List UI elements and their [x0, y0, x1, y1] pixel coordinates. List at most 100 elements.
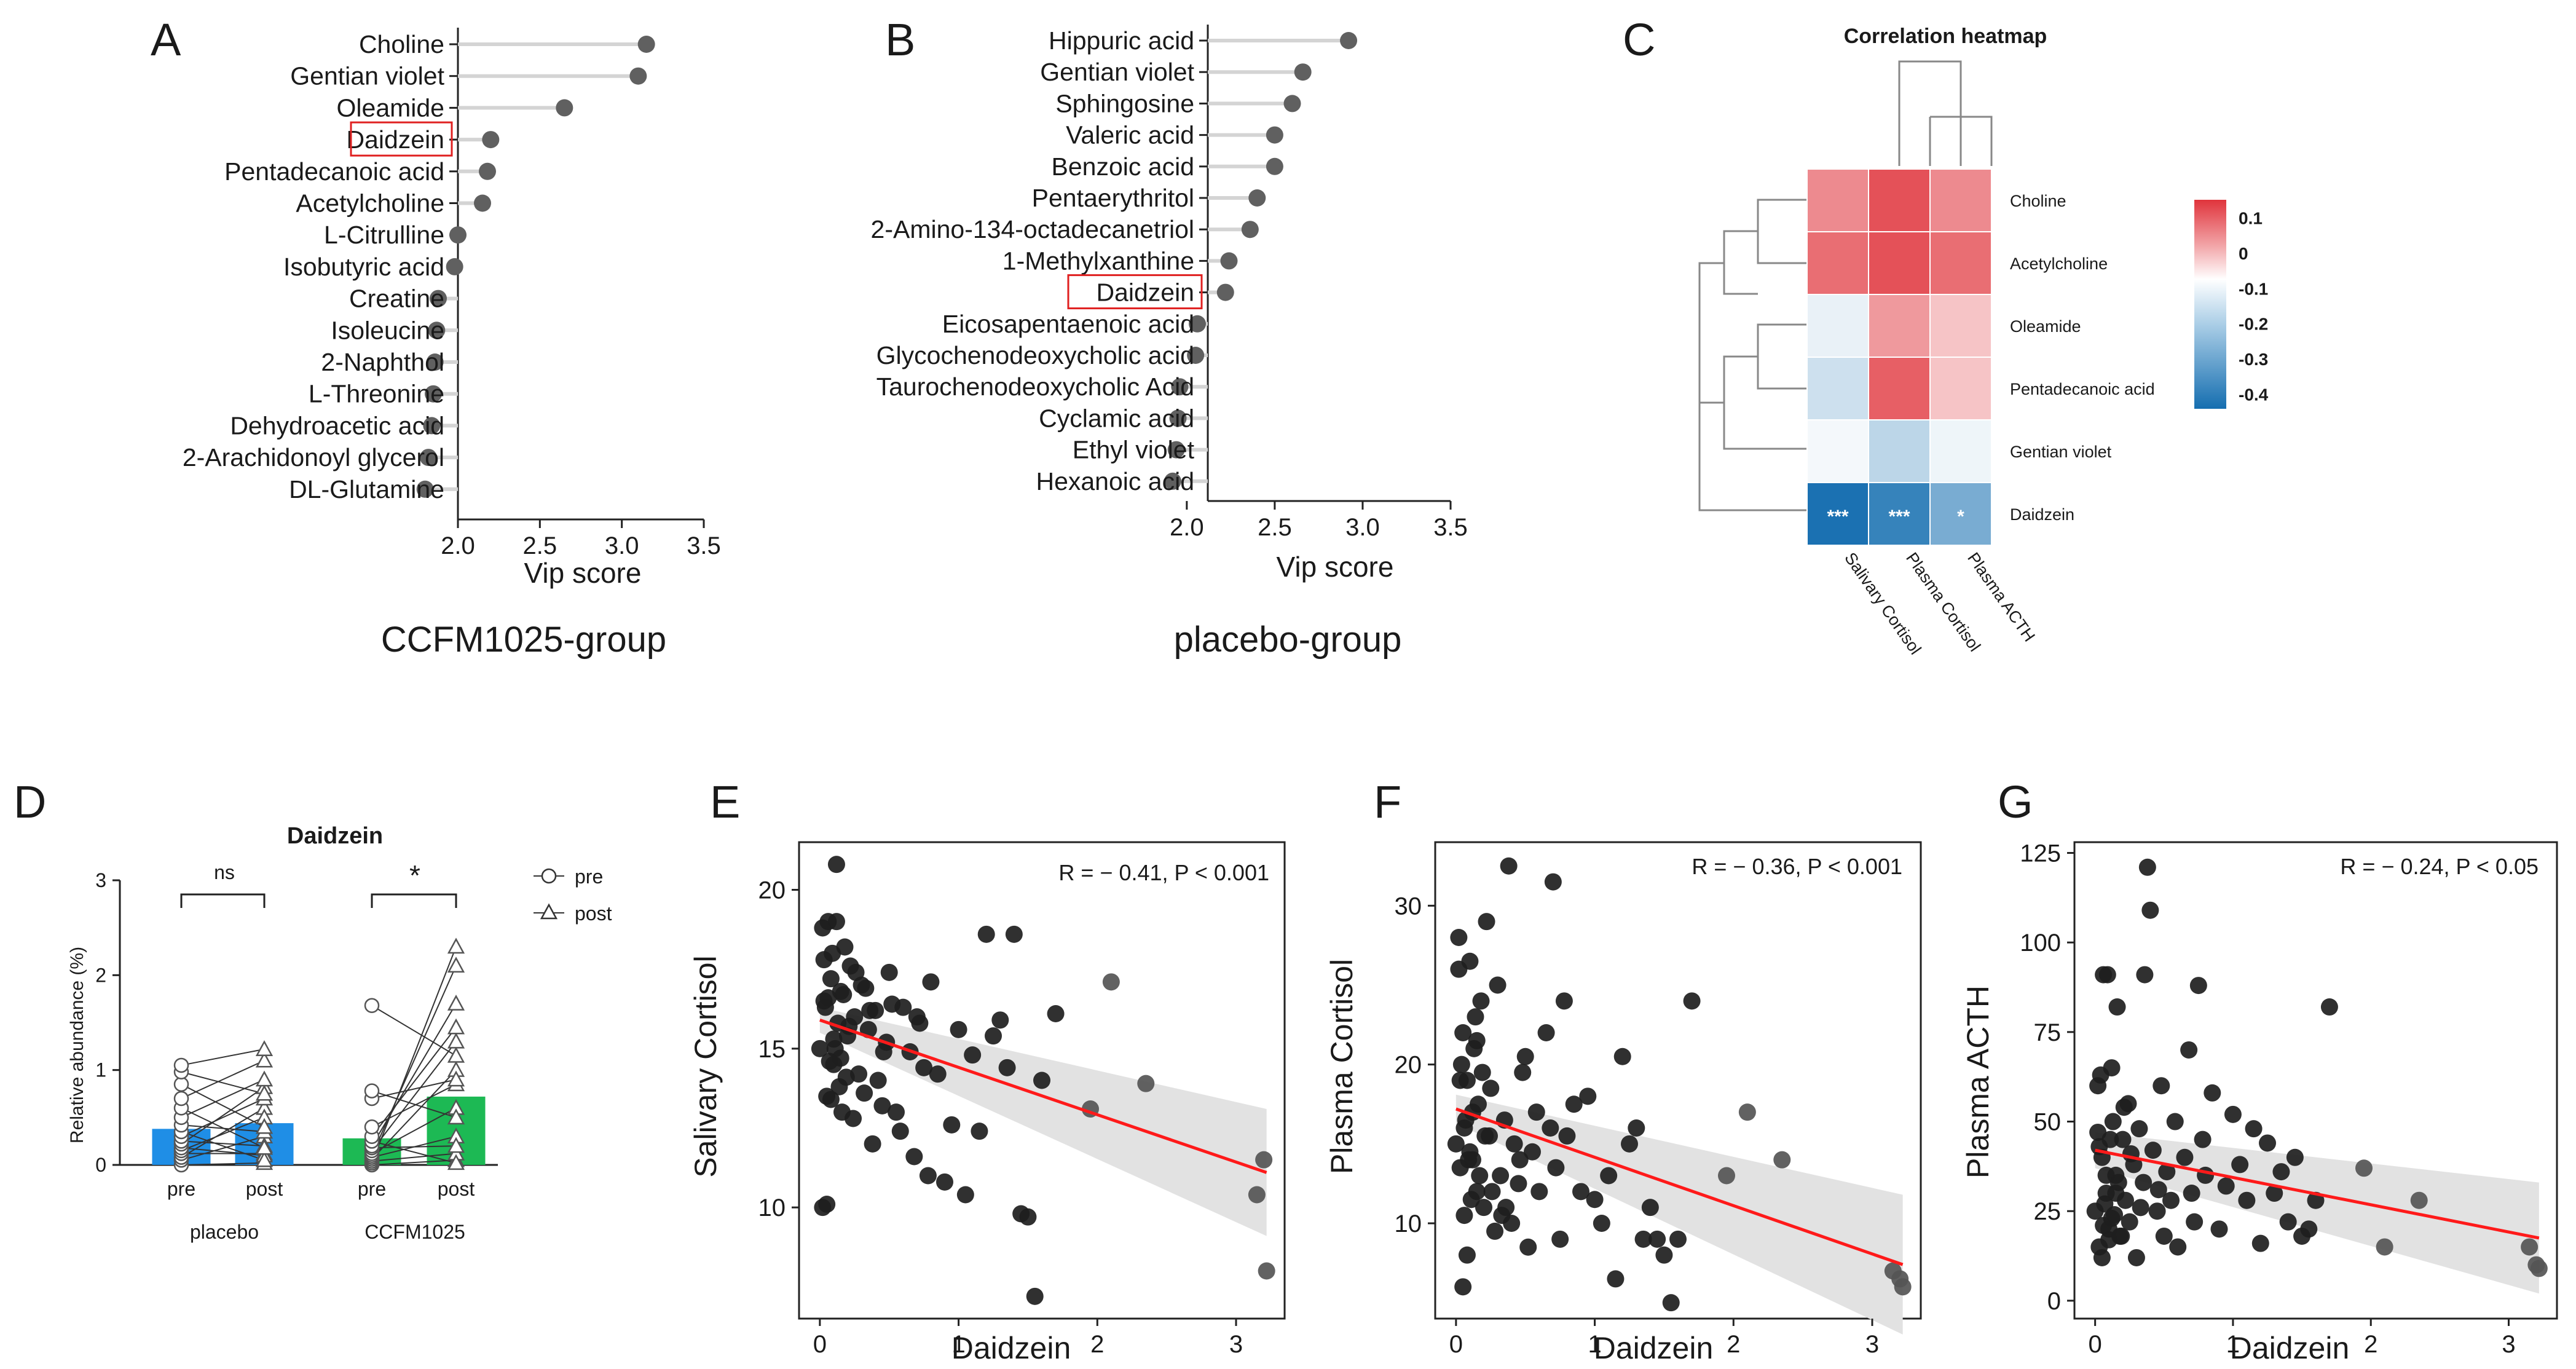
scatter-point	[1634, 1230, 1652, 1248]
metabolite-label-2-arachidonoyl-glycerol: 2-Arachidonoyl glycerol	[183, 443, 444, 471]
lollipop-dot-l-threonine	[425, 385, 442, 403]
paired-line-ccfm1025	[371, 1107, 457, 1154]
post-point-ccfm1025	[447, 937, 465, 954]
heatmap-row-label-oleamide: Oleamide	[2010, 317, 2081, 336]
scatter-point	[1489, 976, 1507, 994]
scatter-point	[2530, 1260, 2548, 1277]
group-label-placebo: placebo	[190, 1221, 259, 1243]
scatter-point	[880, 963, 898, 981]
scatter-point	[2217, 1177, 2235, 1195]
scatter-point	[991, 1011, 1009, 1029]
scatter-salivary-cortisol: R = − 0.41, P < 0.001 Daidzein Salivary …	[688, 841, 1286, 1365]
heatmap-title: Correlation heatmap	[1844, 25, 2047, 48]
lollipop-dot-benzoic-acid	[1266, 157, 1283, 175]
scatter-point	[2224, 1105, 2242, 1123]
scatter-point	[936, 1173, 953, 1191]
scatter-point	[1648, 1230, 1666, 1248]
vip-xlabel-a: Vip score	[524, 557, 642, 589]
heatmap-row-label-daidzein: Daidzein	[2010, 505, 2074, 524]
column-dendrogram	[1898, 60, 1993, 166]
daidzein-abundance-chart: Daidzein Relative abundance (%) placebo …	[67, 823, 612, 1243]
scatter-point	[847, 963, 865, 981]
lollipop-dot-glycochenodeoxycholic-acid	[1187, 347, 1205, 364]
scatter-point	[822, 1091, 840, 1108]
scatter-point	[2210, 1220, 2228, 1238]
metabolite-label-dehydroacetic-acid: Dehydroacetic acid	[230, 411, 444, 440]
y-tick-label-75: 75	[2034, 1019, 2062, 1046]
x-tick-label-1: 1	[1588, 1331, 1601, 1358]
heatmap-cell-pentadecanoic-acid-plasma-acth	[1929, 357, 1992, 420]
lollipop-dot-pentadecanoic-acid	[479, 162, 496, 180]
scatter-point	[1607, 1270, 1625, 1288]
scatter-plasma-acth: R = − 0.24, P < 0.05 Daidzein Plasma ACT…	[1961, 840, 2558, 1365]
paired-line-placebo	[181, 1147, 265, 1156]
scatter-point	[1519, 1238, 1537, 1256]
colorbar-tick-0-1: 0.1	[2239, 208, 2263, 227]
metabolite-label-2-amino-134-octadecanetriol: 2-Amino-134-octadecanetriol	[871, 215, 1194, 243]
x-tick-label-1: 1	[951, 1331, 965, 1358]
heatmap-cell-oleamide-salivary-cortisol	[1806, 294, 1869, 358]
scatter-point	[1641, 1199, 1659, 1217]
scatter-point	[964, 1046, 982, 1064]
scatter-point	[1524, 1143, 1541, 1161]
ylabel-e: Salivary Cortisol	[688, 955, 723, 1177]
paired-line-placebo	[181, 1060, 265, 1099]
lollipop-dot-acetylcholine	[474, 194, 491, 212]
heatmap-row-label-gentian-violet: Gentian violet	[2010, 443, 2112, 461]
heatmap-cell-pentadecanoic-acid-plasma-cortisol	[1868, 357, 1931, 420]
post-point-ccfm1025	[447, 957, 465, 973]
vip-lollipop-chart-placebo: Vip score placebo-group Hippuric acid Gen…	[871, 25, 1468, 660]
metabolite-label-dl-glutamine: DL-Glutamine	[289, 475, 444, 503]
x-tick-label-3-0: 3.0	[605, 532, 639, 559]
scatter-point	[1505, 1135, 1523, 1153]
scatter-point	[873, 1097, 891, 1115]
x-tick-label-3-5: 3.5	[687, 532, 721, 559]
y-tick-label-20: 20	[758, 877, 786, 904]
xlabel-g: Daidzein	[2230, 1331, 2350, 1365]
scatter-point	[1482, 1079, 1500, 1097]
scatter-point	[1593, 1215, 1610, 1232]
x-tick-label-2-0: 2.0	[1170, 514, 1204, 541]
colorbar-tick-0-1: -0.1	[2239, 279, 2268, 298]
confidence-band	[1455, 1094, 1903, 1335]
panel-label-f: F	[1374, 776, 1401, 827]
significance-bracket-ccfm1025	[371, 893, 457, 908]
heatmap-row-label-pentadecanoic-acid: Pentadecanoic acid	[2010, 380, 2155, 398]
scatter-point	[875, 1043, 892, 1060]
x-tick-label-0: 0	[813, 1331, 827, 1358]
post-point-ccfm1025	[447, 1018, 465, 1035]
scatter-point	[2176, 1148, 2194, 1166]
scatter-point	[1255, 1151, 1273, 1169]
post-point-placebo	[255, 1138, 274, 1155]
xlabel-f: Daidzein	[1594, 1331, 1714, 1365]
scatter-point	[1655, 1246, 1673, 1264]
lollipop-dot-dehydroacetic-acid	[423, 417, 441, 435]
x-tick-label-3: 3	[1229, 1331, 1243, 1358]
significance-daidzein-salivary-cortisol: ***	[1827, 507, 1848, 527]
scatter-point	[2155, 1227, 2173, 1245]
lollipop-dot-ethyl-violet	[1167, 441, 1185, 459]
scatter-point	[1586, 1191, 1604, 1209]
plot-frame	[798, 841, 1286, 1320]
scatter-point	[2162, 1191, 2180, 1209]
x-tick-label-2: 2	[1727, 1331, 1740, 1358]
x-tick-label-ccfm1025-pre: pre	[358, 1178, 386, 1200]
post-point-ccfm1025	[447, 1046, 465, 1063]
metabolite-label-taurochenodeoxycholic-acid: Taurochenodeoxycholic Acid	[876, 373, 1194, 401]
scatter-point	[929, 1065, 947, 1083]
x-tick-label-0: 0	[2089, 1331, 2102, 1358]
scatter-point	[1483, 1183, 1501, 1201]
scatter-point	[1600, 1167, 1618, 1185]
significance-daidzein-plasma-acth: *	[1957, 507, 1964, 527]
scatter-point	[2245, 1120, 2263, 1138]
metabolite-label-gentian-violet: Gentian violet	[1040, 58, 1194, 86]
lollipop-dot-taurochenodeoxycholic-acid	[1171, 378, 1189, 396]
scatter-plasma-cortisol: R = − 0.36, P < 0.001 Daidzein Plasma Co…	[1325, 841, 1922, 1365]
legend: pre post	[534, 866, 612, 925]
scatter-point	[894, 998, 912, 1016]
legend-pre-marker	[541, 868, 557, 884]
scatter-point	[2097, 1166, 2115, 1184]
scatter-point	[1258, 1262, 1275, 1280]
x-tick-label-3-5: 3.5	[1433, 514, 1468, 541]
metabolite-label-pentaerythritol: Pentaerythritol	[1032, 184, 1194, 212]
